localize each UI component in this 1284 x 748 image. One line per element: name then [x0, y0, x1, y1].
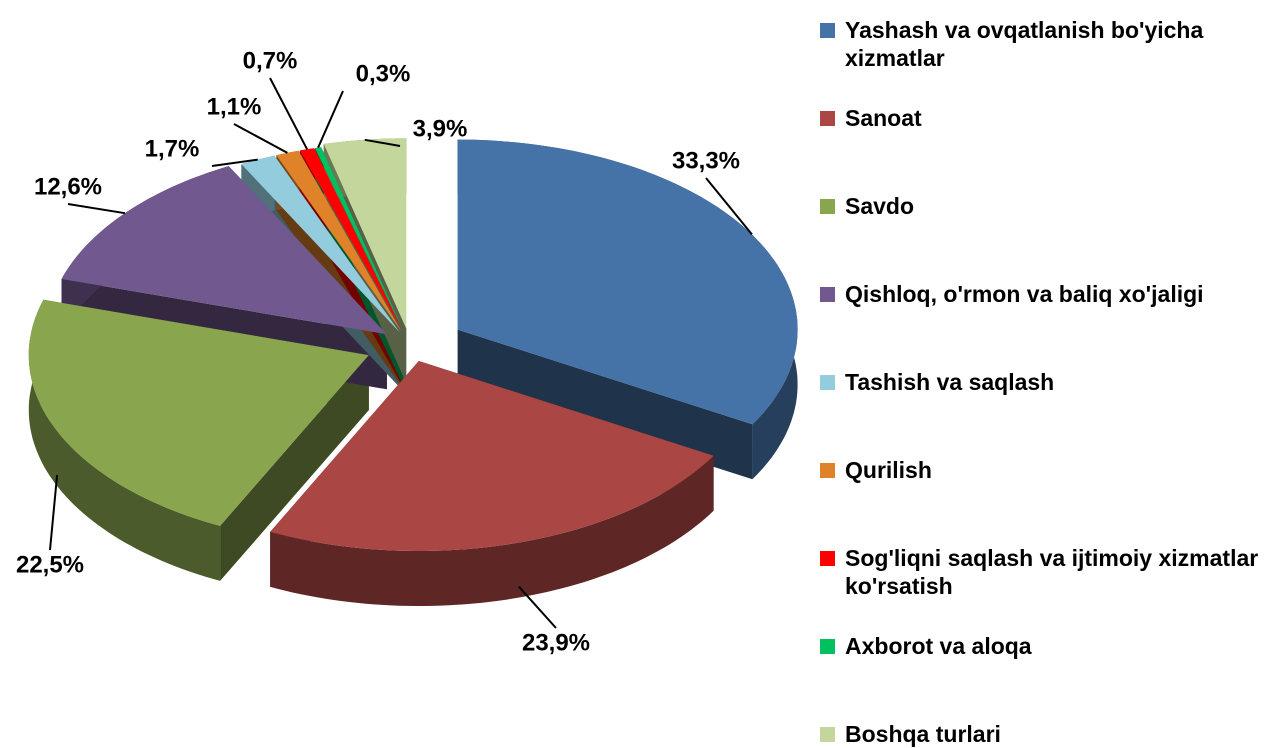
data-label: 0,7%	[243, 47, 298, 74]
slice	[315, 147, 404, 332]
data-label: 1,7%	[145, 135, 200, 162]
legend-item: Sog'liqni saqlash va ijtimoiy xizmatlar …	[820, 544, 1280, 600]
slice	[270, 361, 714, 551]
legend-item: Qurilish	[820, 456, 1280, 484]
slice	[323, 138, 407, 329]
legend-swatch	[820, 23, 835, 38]
leader-line	[705, 177, 753, 236]
data-label: 23,9%	[522, 629, 590, 656]
slice	[299, 148, 403, 332]
slice	[28, 299, 369, 526]
legend-label: Sog'liqni saqlash va ijtimoiy xizmatlar …	[845, 545, 1259, 599]
slice-wall	[457, 329, 753, 480]
legend-label: Qishloq, o'rmon va baliq xo'jaligi	[845, 281, 1204, 307]
legend-label: Sanoat	[845, 105, 922, 131]
leader-line	[518, 585, 557, 629]
slice-side	[28, 299, 221, 581]
data-label: 1,1%	[207, 93, 262, 120]
leader-line	[211, 158, 258, 167]
slice	[61, 166, 387, 335]
slice	[457, 139, 798, 425]
legend-swatch	[820, 287, 835, 302]
legend-item: Sanoat	[820, 104, 1280, 132]
slice-wall	[220, 355, 369, 581]
legend-label: Tashish va saqlash	[845, 369, 1055, 395]
leader-line	[49, 475, 59, 551]
data-label: 33,3%	[672, 147, 740, 174]
legend-item: Tashish va saqlash	[820, 368, 1280, 396]
leader-line	[67, 203, 126, 215]
legend-swatch	[820, 111, 835, 126]
legend-item: Qishloq, o'rmon va baliq xo'jaligi	[820, 280, 1280, 308]
leader-line	[364, 138, 401, 147]
legend-item: Boshqa turlari	[820, 720, 1280, 748]
legend-item: Axborot va aloqa	[820, 632, 1280, 660]
data-label: 12,6%	[34, 173, 102, 200]
legend: Yashash va ovqatlanish bo'yicha xizmatla…	[820, 0, 1284, 747]
slice	[241, 155, 400, 333]
legend-swatch	[820, 727, 835, 742]
leader-line	[233, 123, 288, 154]
legend-label: Boshqa turlari	[845, 721, 1001, 747]
leader-line	[317, 90, 344, 149]
legend-swatch	[820, 199, 835, 214]
legend-label: Savdo	[845, 193, 915, 219]
legend-swatch	[820, 551, 835, 566]
legend-swatch	[820, 375, 835, 390]
leader-line	[269, 77, 308, 150]
legend-swatch	[820, 463, 835, 478]
slice	[276, 150, 402, 332]
legend-item: Yashash va ovqatlanish bo'yicha xizmatla…	[820, 16, 1280, 72]
legend-label: Qurilish	[845, 457, 932, 483]
slice-side	[270, 455, 714, 606]
legend-label: Yashash va ovqatlanish bo'yicha xizmatla…	[845, 17, 1204, 71]
legend-swatch	[820, 639, 835, 654]
data-label: 0,3%	[356, 60, 411, 87]
data-label: 3,9%	[413, 115, 468, 142]
data-label: 22,5%	[16, 551, 84, 578]
chart: 33,3% 23,9% 22,5% 12,6% 1,7% 1,1% 0,7% 0,3% 3,9%	[16, 47, 798, 656]
legend-label: Axborot va aloqa	[845, 633, 1032, 659]
legend-item: Savdo	[820, 192, 1280, 220]
